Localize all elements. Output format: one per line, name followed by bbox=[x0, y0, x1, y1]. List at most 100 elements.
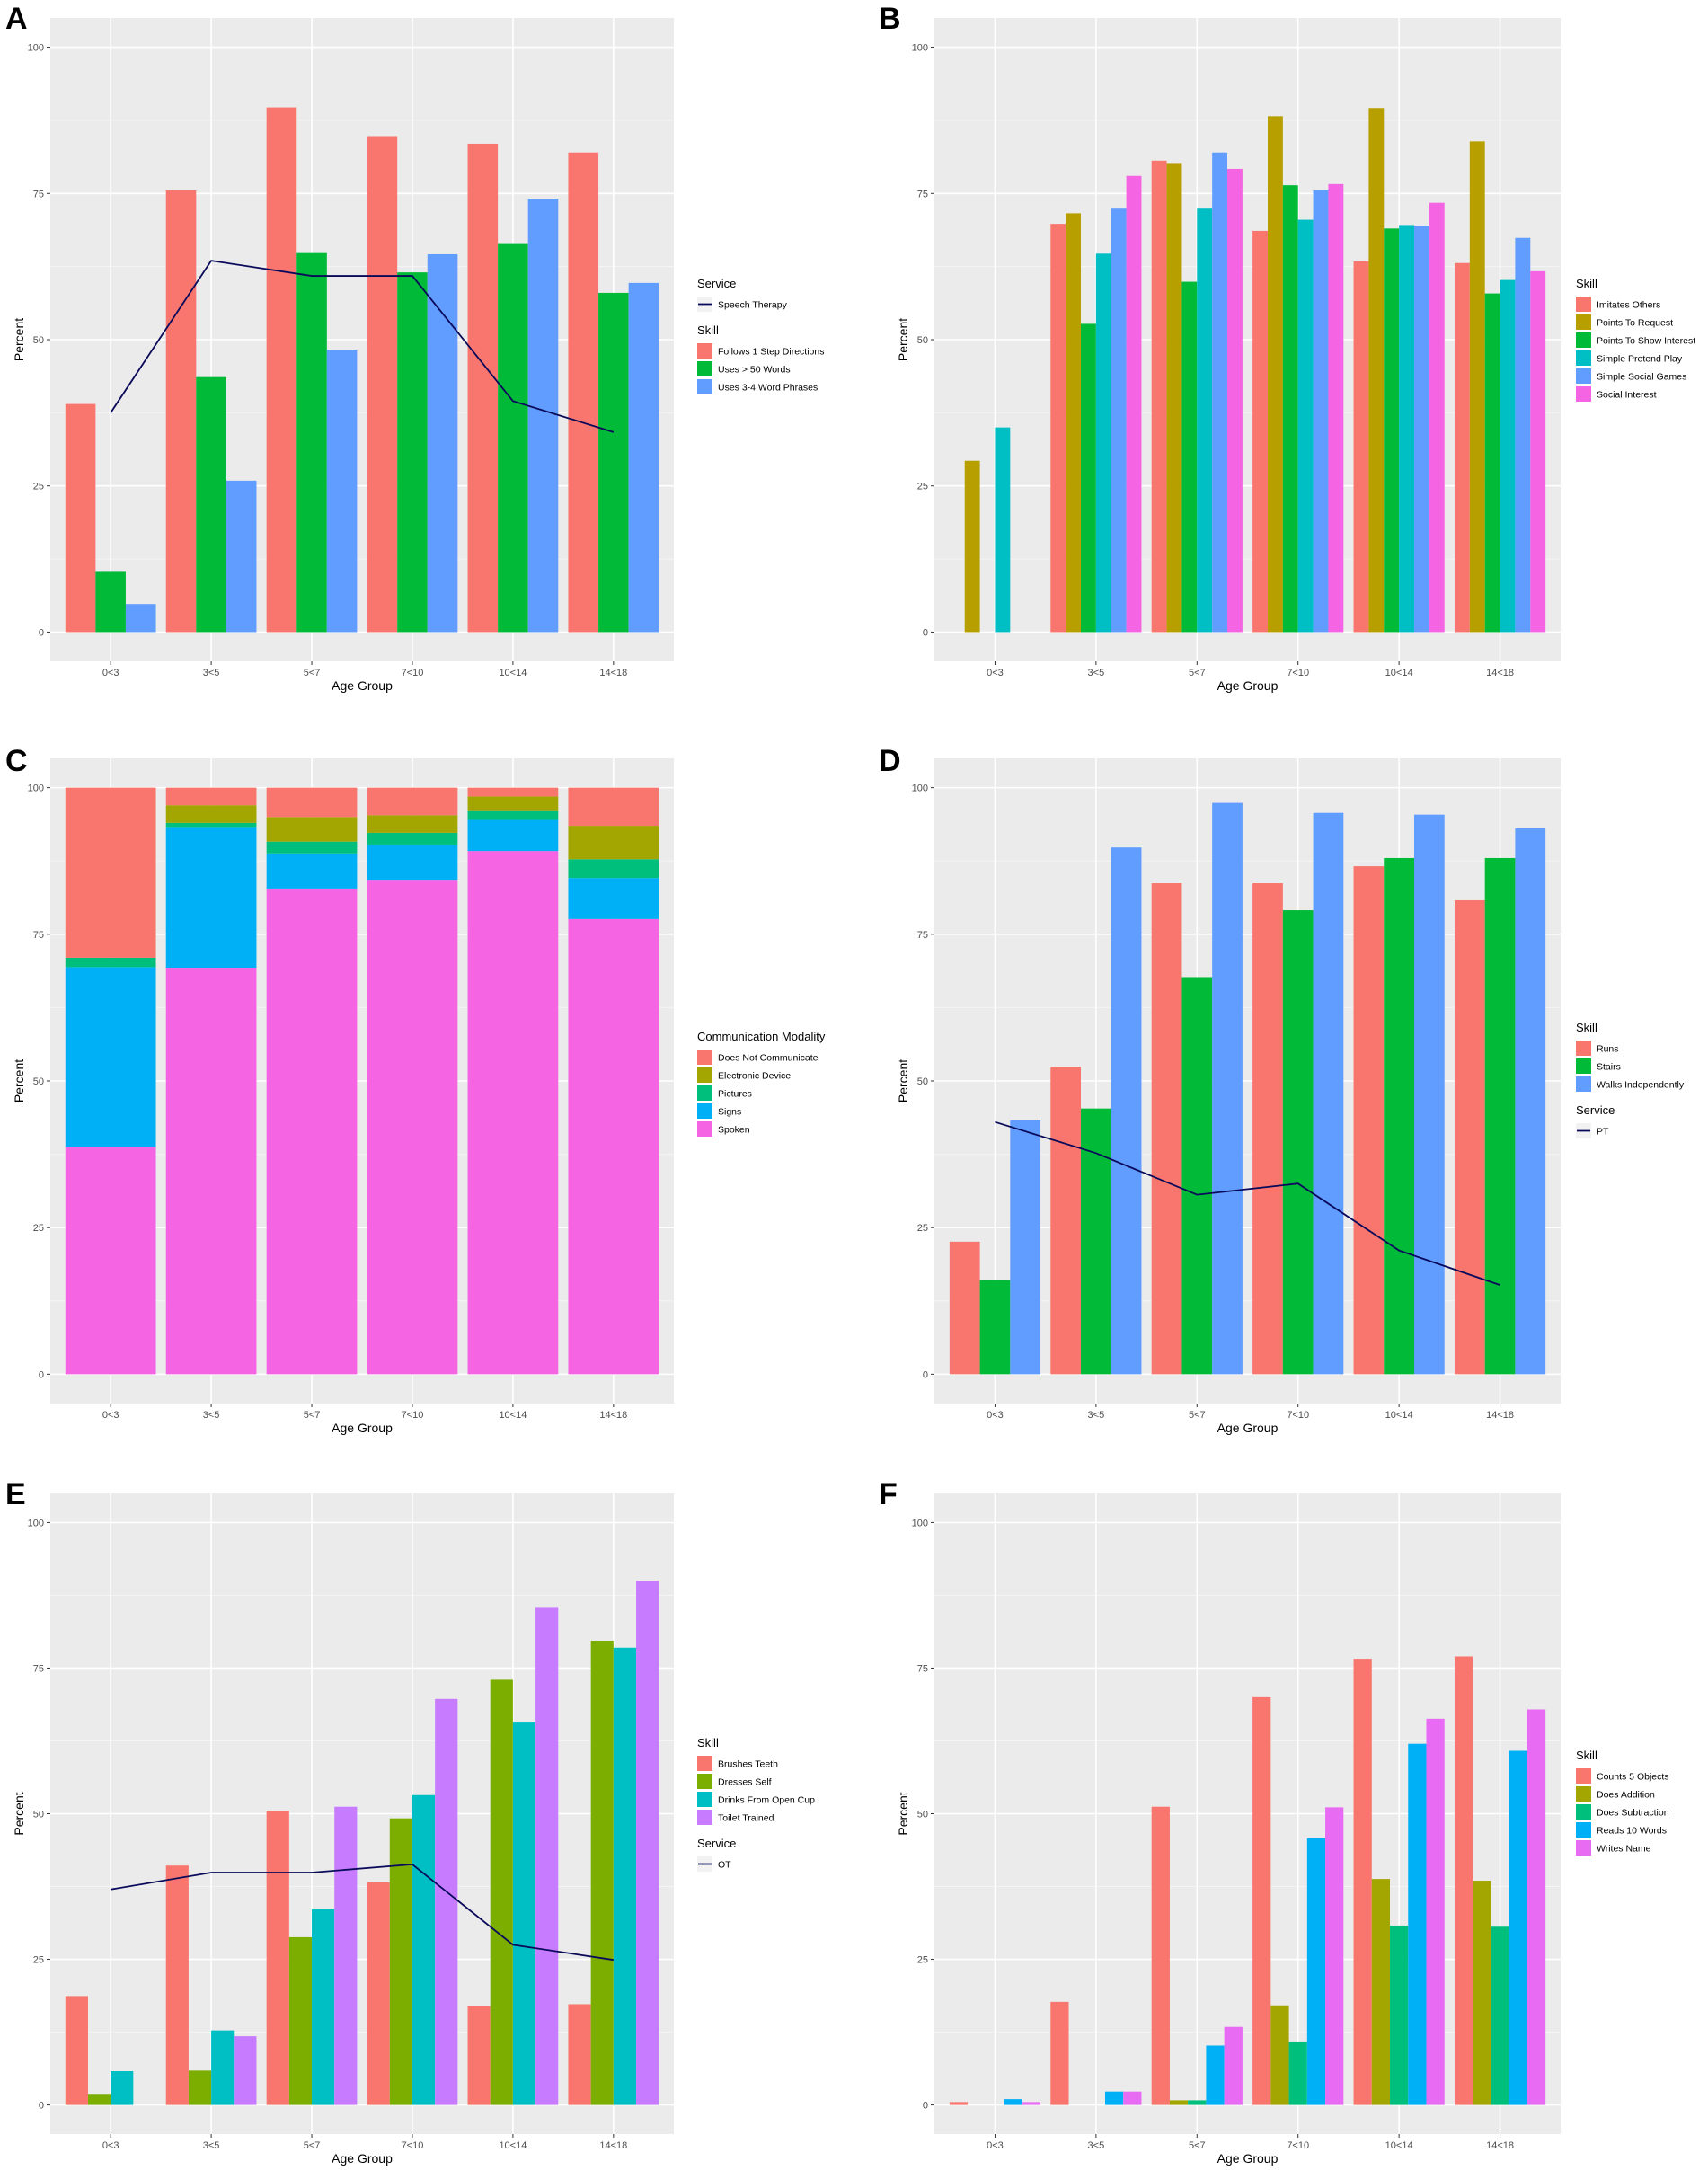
bar bbox=[535, 1607, 559, 2105]
x-axis-title: Age Group bbox=[1217, 1421, 1279, 1435]
bar bbox=[949, 1241, 980, 1375]
bar bbox=[288, 1936, 313, 2105]
y-tick-label: 100 bbox=[912, 1518, 928, 1528]
bar bbox=[1252, 230, 1268, 633]
x-tick-label: 5<7 bbox=[304, 668, 321, 678]
x-axis-title: Age Group bbox=[1217, 2151, 1279, 2166]
x-tick-label: 0<3 bbox=[102, 668, 119, 678]
bar bbox=[1408, 1743, 1427, 2105]
bar bbox=[1484, 293, 1500, 633]
legend-label: Simple Social Games bbox=[1597, 372, 1686, 383]
legend: Skill Follows 1 Step Directions Uses > 50 … bbox=[697, 323, 824, 394]
bar bbox=[1371, 1879, 1391, 2105]
x-tick-label: 7<10 bbox=[402, 668, 424, 678]
x-tick-label: 3<5 bbox=[1088, 668, 1105, 678]
y-tick-label: 25 bbox=[917, 1955, 928, 1966]
panel-c: C 0 25 50 75 100 0<3 3<5 5<7 7<10 10<14 14<18 Age Gr… bbox=[5, 744, 826, 1435]
legend-title: Skill bbox=[1576, 1749, 1597, 1762]
bar bbox=[266, 1811, 289, 2105]
legend-label: Spoken bbox=[718, 1125, 750, 1136]
legend-label: Does Subtraction bbox=[1597, 1808, 1669, 1819]
x-tick-label: 14<18 bbox=[1486, 1410, 1514, 1421]
x-axis-title: Age Group bbox=[332, 1421, 393, 1435]
bar bbox=[165, 968, 257, 1375]
bar bbox=[1399, 225, 1414, 633]
legend-title: Service bbox=[697, 1837, 736, 1850]
legend-label: Writes Name bbox=[1597, 1844, 1651, 1855]
legend-label: Uses > 50 Words bbox=[718, 365, 791, 376]
bar bbox=[165, 190, 197, 633]
legend-swatch bbox=[697, 361, 712, 376]
bar bbox=[1527, 1709, 1546, 2105]
y-tick-label: 0 bbox=[923, 1369, 928, 1380]
bar bbox=[467, 787, 559, 797]
y-tick-label: 75 bbox=[917, 189, 928, 199]
service-line bbox=[111, 1863, 614, 1962]
bar bbox=[467, 143, 499, 633]
legend-label: Signs bbox=[718, 1107, 741, 1118]
bar bbox=[1353, 1659, 1372, 2105]
bar bbox=[1515, 828, 1546, 1375]
x-tick-label: 10<14 bbox=[499, 1410, 527, 1421]
x-tick-label: 7<10 bbox=[402, 2140, 424, 2151]
y-tick-label: 100 bbox=[912, 784, 928, 794]
panel-label: A bbox=[5, 2, 28, 36]
bar bbox=[1181, 977, 1213, 1375]
y-tick-label: 25 bbox=[33, 1955, 44, 1966]
bar bbox=[1050, 224, 1066, 633]
bar bbox=[1151, 160, 1167, 633]
bar bbox=[490, 1679, 513, 2105]
bar bbox=[949, 2102, 969, 2105]
legend-swatch bbox=[1576, 1058, 1591, 1074]
bar bbox=[964, 460, 980, 633]
legend-swatch bbox=[697, 1067, 712, 1083]
bar bbox=[367, 815, 458, 833]
bar bbox=[1206, 2045, 1225, 2105]
y-tick-label: 75 bbox=[33, 189, 44, 199]
legend-label: Toilet Trained bbox=[718, 1813, 774, 1824]
bar bbox=[1212, 802, 1243, 1375]
bar bbox=[1004, 2099, 1022, 2105]
bar bbox=[65, 1147, 156, 1375]
bar bbox=[427, 253, 458, 633]
bar bbox=[266, 888, 358, 1375]
legend: Service Speech Therapy bbox=[697, 277, 788, 312]
legend-swatch bbox=[1576, 1822, 1591, 1838]
x-tick-label: 14<18 bbox=[1486, 2140, 1514, 2151]
panel-label: B bbox=[879, 2, 901, 36]
y-tick-label: 100 bbox=[28, 1518, 44, 1528]
legend-swatch bbox=[1576, 314, 1591, 330]
bar bbox=[111, 2070, 134, 2105]
x-tick-label: 10<14 bbox=[1385, 2140, 1413, 2151]
bar bbox=[467, 819, 559, 852]
bar bbox=[527, 199, 559, 633]
bar bbox=[1509, 1750, 1527, 2105]
x-tick-label: 7<10 bbox=[1287, 1410, 1309, 1421]
bar bbox=[568, 2004, 591, 2105]
bar bbox=[1166, 163, 1182, 633]
legend-label: Dresses Self bbox=[718, 1777, 772, 1788]
legend-label: Uses 3-4 Word Phrases bbox=[718, 383, 818, 394]
bar bbox=[1010, 1120, 1041, 1375]
legend-swatch bbox=[697, 1774, 712, 1789]
y-axis-title: Percent bbox=[12, 318, 26, 361]
bar bbox=[196, 376, 226, 633]
y-tick-label: 25 bbox=[917, 482, 928, 492]
bar bbox=[1081, 323, 1096, 633]
panel-label: C bbox=[5, 744, 28, 778]
legend-label: Follows 1 Step Directions bbox=[718, 347, 824, 358]
bar bbox=[165, 822, 257, 828]
bar bbox=[1413, 814, 1445, 1375]
y-tick-label: 75 bbox=[33, 1663, 44, 1674]
bar bbox=[188, 2070, 212, 2105]
bar bbox=[95, 571, 126, 633]
panel-a: A 0 25 50 75 100 0<3 3<5 5<7 7<10 10<14 14<18 Age Gr… bbox=[5, 2, 824, 693]
bar bbox=[568, 878, 659, 919]
bar bbox=[65, 403, 96, 633]
x-tick-label: 14<18 bbox=[1486, 668, 1514, 678]
y-tick-label: 75 bbox=[917, 930, 928, 941]
bar bbox=[367, 832, 458, 845]
x-tick-label: 3<5 bbox=[203, 1410, 220, 1421]
legend-swatch bbox=[1576, 1840, 1591, 1856]
